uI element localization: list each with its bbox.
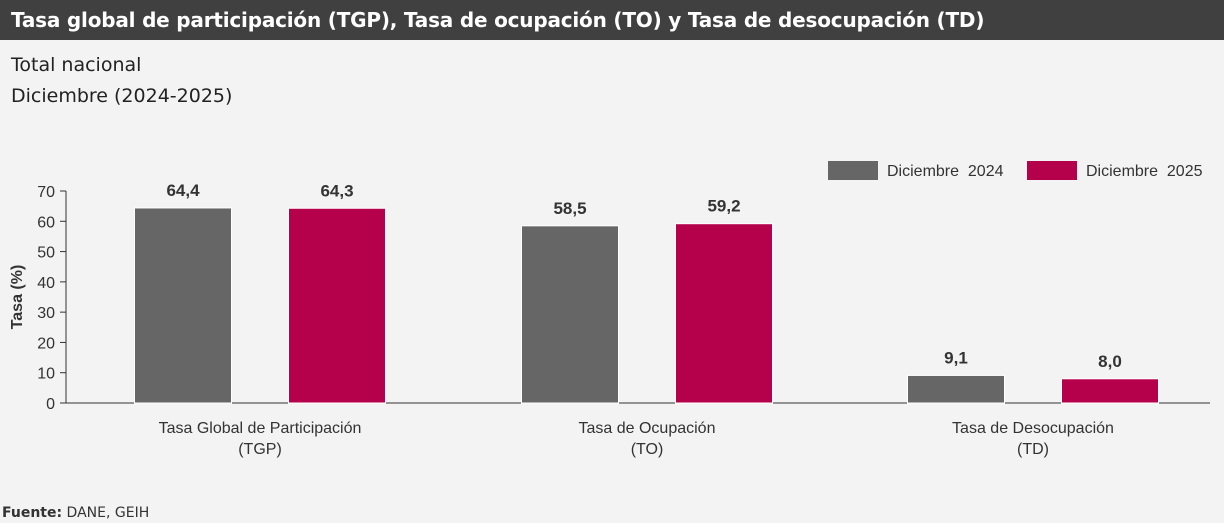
y-axis-title: Tasa (%) [9, 265, 26, 330]
data-label: 9,1 [944, 348, 968, 367]
x-category-label: (TGP) [238, 441, 282, 458]
data-label: 64,4 [166, 181, 200, 200]
legend-label: Diciembre 2025 [1086, 163, 1203, 180]
bar [1061, 378, 1159, 404]
y-tick-label: 20 [37, 335, 55, 352]
source-label: Fuente: [2, 505, 63, 521]
legend-label: Diciembre 2024 [887, 163, 1004, 180]
source-note: Fuente: DANE, GEIH [2, 505, 149, 521]
data-label: 8,0 [1098, 352, 1122, 371]
y-tick-label: 50 [37, 245, 55, 262]
y-tick-label: 10 [37, 366, 55, 383]
data-label: 58,5 [553, 199, 586, 218]
x-category-label: (TO) [631, 441, 664, 458]
y-tick-label: 0 [46, 396, 55, 413]
data-label: 59,2 [707, 197, 740, 216]
bar [521, 225, 619, 404]
y-tick-label: 60 [37, 214, 55, 231]
data-label: 64,3 [320, 181, 353, 200]
x-category-label: Tasa de Desocupación [952, 420, 1114, 437]
legend-swatch [828, 161, 878, 180]
y-tick-label: 40 [37, 275, 55, 292]
bar [134, 207, 232, 404]
legend-swatch [1027, 161, 1077, 180]
x-category-label: Tasa Global de Participación [159, 420, 362, 437]
y-tick-label: 70 [37, 184, 55, 201]
x-category-label: (TD) [1017, 441, 1049, 458]
source-text: DANE, GEIH [66, 505, 150, 521]
bar [288, 207, 386, 404]
chart-title: Tasa global de participación (TGP), Tasa… [0, 0, 1224, 40]
y-tick-label: 30 [37, 305, 55, 322]
x-category-label: Tasa de Ocupación [579, 420, 716, 437]
bar [907, 374, 1005, 404]
bar [675, 223, 773, 404]
chart-subtitle-period: Diciembre (2024-2025) [11, 85, 233, 107]
chart-subtitle-scope: Total nacional [11, 54, 142, 76]
